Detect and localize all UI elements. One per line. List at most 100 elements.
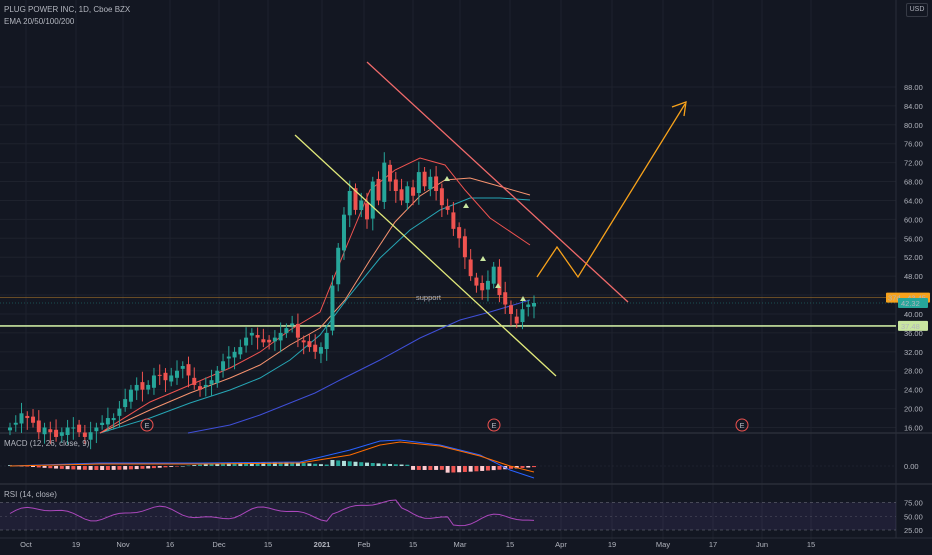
candle	[65, 419, 70, 445]
macd-bar	[290, 462, 295, 466]
candle	[82, 424, 87, 445]
candle-body	[347, 191, 352, 216]
macd-bar	[301, 463, 306, 466]
symbol-title: PLUG POWER INC, 1D, Cboe BZX	[4, 5, 131, 14]
candle	[341, 207, 346, 260]
candle	[117, 401, 122, 428]
ema200-line	[187, 299, 531, 434]
time-axis-label: 15	[807, 540, 815, 549]
candle-body	[318, 347, 323, 354]
candle-body	[198, 386, 203, 390]
macd-bar	[434, 466, 439, 470]
candle	[128, 384, 133, 409]
macd-bar	[42, 466, 47, 468]
price-tick-label: 48.00	[904, 272, 923, 281]
earnings-marker-label: E	[144, 421, 149, 430]
projection-path	[536, 103, 686, 279]
macd-bar	[508, 466, 513, 469]
macd-bar	[399, 464, 404, 466]
price-tick-label: 68.00	[904, 178, 923, 187]
macd-bar	[353, 461, 358, 466]
candle-body	[393, 179, 398, 191]
candle	[169, 367, 174, 387]
price-badge-label: 37.48	[901, 322, 920, 331]
candle	[503, 281, 508, 314]
price-tick-label: 84.00	[904, 102, 923, 111]
macd-bar	[405, 464, 410, 466]
earnings-marker	[487, 418, 501, 432]
macd-bar	[180, 466, 185, 467]
candle	[428, 169, 433, 197]
macd-bar	[365, 462, 370, 466]
macd-legend: MACD (12, 26, close, 9)	[4, 439, 90, 448]
candle-body	[520, 309, 525, 323]
candle-body	[151, 375, 156, 388]
candle	[221, 353, 226, 378]
signal-triangle	[444, 176, 450, 181]
candle	[480, 275, 485, 300]
macd-bar	[123, 466, 128, 470]
candle	[105, 407, 110, 432]
candle	[284, 323, 289, 338]
macd-bar	[485, 466, 490, 471]
candle	[244, 327, 249, 353]
candle-body	[485, 280, 490, 290]
candle-body	[359, 200, 364, 210]
macd-bar	[31, 466, 36, 468]
macd-bar	[255, 462, 260, 466]
candle	[267, 335, 272, 350]
candle	[123, 388, 128, 412]
macd-bar	[278, 462, 283, 466]
macd-bar	[88, 466, 93, 470]
candle-body	[370, 181, 375, 219]
candle-body	[77, 424, 82, 433]
macd-bar	[491, 466, 496, 471]
macd-bar	[416, 466, 421, 470]
candle	[324, 325, 329, 361]
price-badge	[898, 320, 928, 331]
candle-body	[128, 389, 133, 402]
candle-body	[123, 399, 128, 408]
macd-bar	[468, 466, 473, 472]
candle	[19, 402, 24, 433]
price-tick-label: 36.00	[904, 329, 923, 338]
candle-body	[140, 382, 145, 390]
candle	[485, 270, 490, 302]
candle	[71, 417, 76, 440]
macd-bar	[157, 466, 162, 468]
candle	[497, 259, 502, 303]
candle-body	[100, 422, 105, 426]
macd-bar	[232, 462, 237, 466]
candle	[445, 198, 450, 215]
candle	[198, 381, 203, 397]
macd-bar	[100, 466, 105, 470]
rsi-tick-label: 75.00	[904, 499, 923, 508]
candle	[278, 322, 283, 353]
candle	[255, 327, 260, 350]
time-axis-label: 15	[409, 540, 417, 549]
macd-bar	[169, 466, 174, 467]
macd-bar	[393, 464, 398, 466]
price-badge	[898, 298, 928, 309]
time-axis-label: May	[656, 540, 670, 549]
candle	[307, 333, 312, 352]
candle-body	[457, 227, 462, 239]
candle-body	[192, 377, 197, 385]
price-tick-label: 20.00	[904, 405, 923, 414]
candle-body	[301, 340, 306, 343]
candle-body	[468, 259, 473, 277]
macd-bar	[422, 466, 427, 470]
currency-button[interactable]: USD	[906, 3, 928, 17]
candle-body	[261, 339, 266, 343]
macd-bar	[480, 466, 485, 471]
macd-bar	[71, 466, 76, 470]
time-axis-label: 17	[709, 540, 717, 549]
macd-bar	[146, 466, 151, 469]
earnings-circle	[140, 418, 154, 432]
candle-body	[422, 171, 427, 187]
candle-body	[82, 432, 87, 437]
candle	[434, 166, 439, 201]
candle-body	[59, 432, 64, 436]
